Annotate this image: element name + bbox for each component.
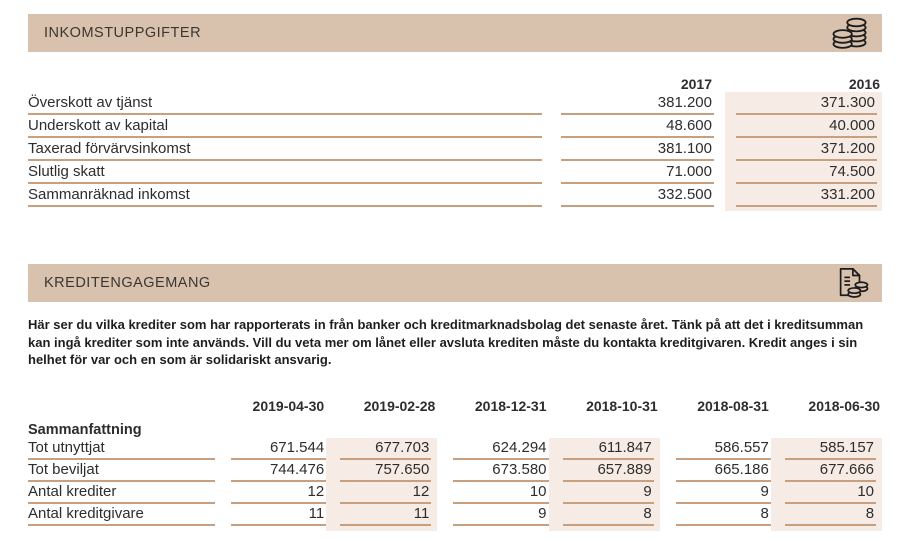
income-value-2016: 74.500: [736, 162, 877, 184]
credit-row-label: Antal krediter: [28, 482, 215, 504]
income-value-2016: 371.300: [736, 93, 877, 115]
credit-value: 8: [675, 504, 771, 526]
credit-row: Tot utnyttjat 671.544 677.703 624.294 61…: [28, 437, 883, 460]
credit-value: 585.157: [784, 438, 877, 460]
credit-value: 8: [562, 504, 654, 526]
credit-value: 744.476: [231, 460, 327, 482]
credit-row: Antal krediter 12 12 10 9 9 10: [28, 481, 883, 504]
credit-value: 12: [231, 482, 327, 504]
credit-row-label: Tot utnyttjat: [28, 438, 215, 460]
credit-value: 657.889: [562, 460, 654, 482]
income-section: INKOMSTUPPGIFTER 2017: [28, 14, 882, 211]
income-value-2017: 48.600: [561, 116, 714, 138]
credit-table: 2019-04-30 2019-02-28 2018-12-31 2018-10…: [28, 398, 883, 531]
credit-row: Tot beviljat 744.476 757.650 673.580 657…: [28, 459, 883, 482]
credit-value: 673.580: [453, 460, 549, 482]
credit-value: 8: [784, 504, 877, 526]
income-value-2016: 40.000: [736, 116, 877, 138]
income-row: Underskott av kapital 48.600 40.000: [28, 115, 882, 138]
income-row: Sammanräknad inkomst 332.500 331.200: [28, 184, 882, 207]
credit-value: 586.557: [675, 438, 771, 460]
credit-section: KREDITENGAGEMANG Här ser du vilka kredit…: [28, 264, 883, 531]
credit-value: 11: [231, 504, 327, 526]
credit-row-label: Antal kreditgivare: [28, 504, 215, 526]
credit-col-date: 2019-02-28: [363, 397, 436, 414]
income-table: 2017 2016 Överskott av tjänst 381.200 37…: [28, 76, 882, 211]
credit-value: 665.186: [675, 460, 771, 482]
credit-section-title: KREDITENGAGEMANG: [44, 275, 211, 291]
income-col-2017: 2017: [680, 76, 712, 92]
credit-section-header: KREDITENGAGEMANG: [28, 264, 882, 302]
credit-col-date: 2019-04-30: [252, 397, 325, 414]
income-value-2016: 331.200: [736, 185, 877, 207]
credit-value: 677.666: [784, 460, 877, 482]
credit-value: 9: [675, 482, 771, 504]
credit-col-date: 2018-06-30: [808, 397, 881, 414]
credit-value: 9: [562, 482, 654, 504]
income-value-2017: 71.000: [561, 162, 714, 184]
credit-subheading: Sammanfattning: [28, 421, 142, 438]
income-row-label: Underskott av kapital: [28, 116, 542, 138]
credit-value: 624.294: [453, 438, 549, 460]
credit-value: 12: [340, 482, 432, 504]
credit-value: 671.544: [231, 438, 327, 460]
credit-description: Här ser du vilka krediter som har rappor…: [28, 317, 864, 367]
credit-value: 611.847: [562, 438, 654, 460]
income-shade-extension: [28, 207, 882, 211]
credit-row-label: Tot beviljat: [28, 460, 215, 482]
credit-col-date: 2018-12-31: [474, 397, 547, 414]
income-row-label: Slutlig skatt: [28, 162, 542, 184]
credit-value: 10: [453, 482, 549, 504]
income-table-header-row: 2017 2016: [28, 76, 882, 92]
income-value-2017: 381.100: [561, 139, 714, 161]
document-coins-icon: [839, 267, 869, 298]
income-section-title: INKOMSTUPPGIFTER: [44, 25, 202, 41]
credit-row: Antal kreditgivare 11 11 9 8 8 8: [28, 503, 883, 526]
credit-shade-extension: [28, 525, 883, 531]
credit-table-header-row: 2019-04-30 2019-02-28 2018-12-31 2018-10…: [28, 398, 882, 414]
income-row-label: Taxerad förvärvsinkomst: [28, 139, 542, 161]
income-row: Taxerad förvärvsinkomst 381.100 371.200: [28, 138, 882, 161]
income-section-header: INKOMSTUPPGIFTER: [28, 14, 882, 52]
income-row: Slutlig skatt 71.000 74.500: [28, 161, 882, 184]
income-row: Överskott av tjänst 381.200 371.300: [28, 92, 882, 115]
credit-value: 757.650: [340, 460, 432, 482]
credit-subheading-row: Sammanfattning: [28, 414, 882, 438]
coins-stack-icon: [832, 17, 867, 49]
income-value-2016: 371.200: [736, 139, 877, 161]
credit-col-date: 2018-10-31: [586, 397, 658, 414]
credit-value: 10: [784, 482, 877, 504]
credit-value: 11: [340, 504, 432, 526]
income-col-2016: 2016: [848, 76, 880, 92]
income-value-2017: 332.500: [561, 185, 714, 207]
credit-value: 9: [453, 504, 549, 526]
credit-col-date: 2018-08-31: [697, 397, 769, 414]
income-row-label: Överskott av tjänst: [28, 93, 542, 115]
income-value-2017: 381.200: [561, 93, 714, 115]
credit-value: 677.703: [340, 438, 432, 460]
income-row-label: Sammanräknad inkomst: [28, 185, 542, 207]
